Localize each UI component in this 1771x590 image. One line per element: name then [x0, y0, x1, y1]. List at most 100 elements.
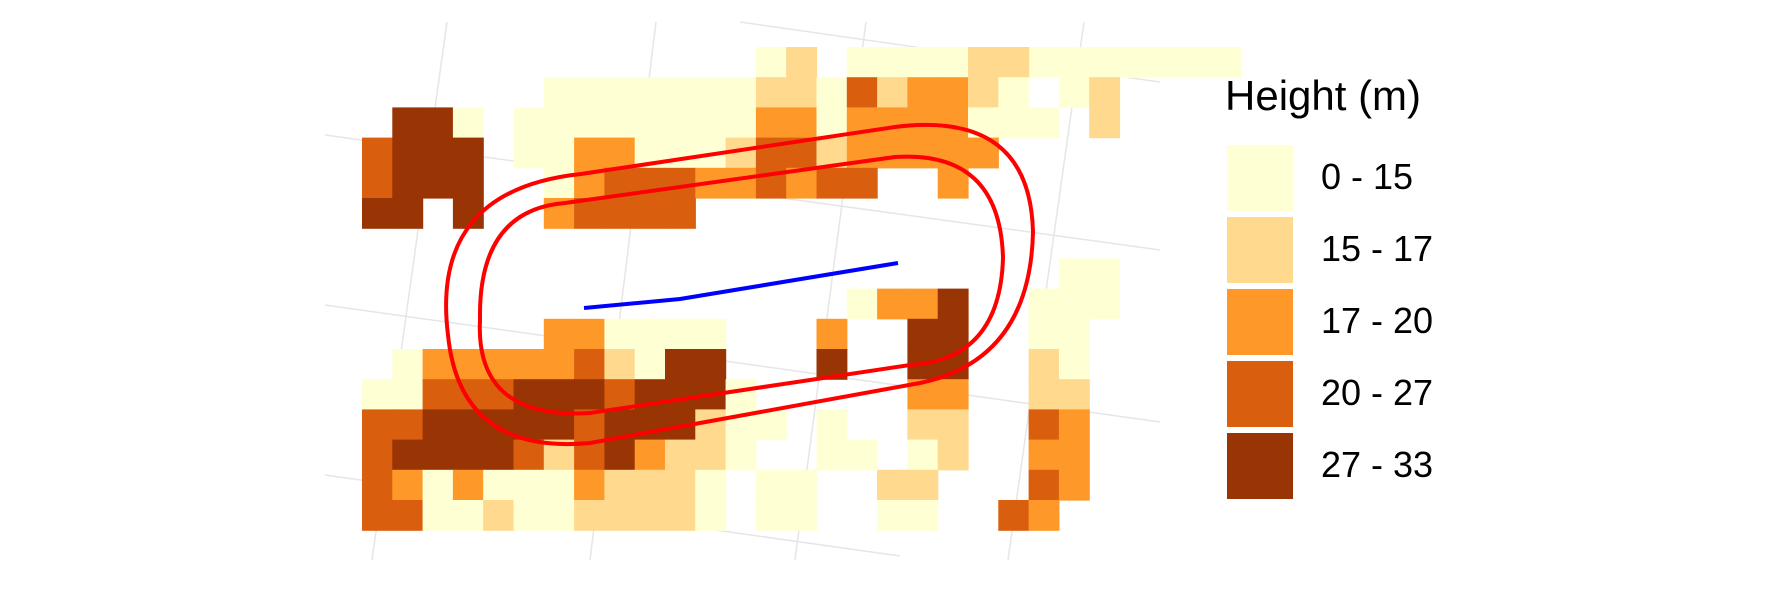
raster-cell — [786, 107, 818, 139]
raster-cell — [937, 379, 969, 410]
raster-cell — [665, 318, 696, 350]
raster-cell — [725, 439, 757, 471]
raster-cell — [755, 77, 787, 108]
raster-cell — [422, 107, 454, 139]
raster-cell — [604, 439, 636, 471]
raster-cell — [755, 469, 787, 501]
raster-cell — [786, 47, 818, 78]
raster-cell — [937, 167, 969, 199]
raster-cell — [695, 77, 727, 108]
raster-cell — [816, 167, 848, 199]
raster-cell — [483, 469, 515, 501]
raster-cell — [604, 137, 636, 169]
raster-cell — [1119, 47, 1151, 78]
raster-cell — [1058, 349, 1090, 380]
legend-label: 0 - 15 — [1321, 156, 1414, 197]
raster-cell — [937, 77, 969, 108]
raster-cell — [543, 137, 575, 169]
raster-cell — [483, 439, 515, 471]
graticule-line — [324, 304, 1161, 423]
raster-cell — [1058, 288, 1090, 320]
raster-cell — [483, 500, 515, 531]
inner-buffer-outline — [477, 154, 1006, 416]
legend-item: 27 - 33 — [1227, 433, 1527, 499]
raster-cell — [574, 318, 605, 350]
raster-cell — [755, 500, 787, 531]
raster-cell — [513, 107, 545, 139]
raster-cell — [392, 137, 424, 169]
raster-cell — [968, 47, 999, 78]
raster-cell — [846, 439, 878, 471]
raster-cell — [846, 77, 878, 108]
raster-cell — [1210, 47, 1242, 78]
raster-cell — [362, 137, 393, 169]
raster-cell — [574, 198, 605, 229]
raster-cell — [362, 469, 393, 501]
legend-swatch — [1227, 433, 1293, 499]
raster-cell — [1058, 379, 1090, 410]
raster-cell — [937, 47, 969, 78]
raster-cell — [543, 318, 575, 350]
raster-cell — [452, 469, 484, 501]
raster-cell — [1028, 500, 1060, 531]
raster-cell — [816, 439, 848, 471]
raster-cell — [1089, 288, 1121, 320]
legend: Height (m) 0 - 15 15 - 17 17 - 20 20 - 27 27… — [1225, 72, 1525, 499]
raster-cell — [604, 379, 636, 410]
raster-cell — [574, 107, 605, 139]
raster-cell — [452, 107, 484, 139]
raster-cell — [907, 409, 939, 441]
raster-cell — [665, 137, 696, 169]
raster-cell — [392, 107, 424, 139]
raster-cell — [786, 77, 818, 108]
raster-cell — [452, 379, 484, 410]
raster-cell — [725, 167, 757, 199]
raster-cell — [1058, 318, 1090, 350]
raster-cell — [604, 469, 636, 501]
raster-cell — [665, 379, 696, 410]
raster-cell — [755, 107, 787, 139]
raster-cell — [695, 318, 727, 350]
raster-cell — [755, 409, 787, 441]
legend-item: 20 - 27 — [1227, 361, 1527, 427]
raster-cell — [422, 137, 454, 169]
legend-swatch — [1227, 217, 1293, 283]
raster-cell — [574, 77, 605, 108]
raster-cell — [1058, 47, 1090, 78]
raster-cell — [422, 500, 454, 531]
raster-cell — [543, 379, 575, 410]
raster-cell — [392, 379, 424, 410]
raster-cell — [725, 379, 757, 410]
raster-cell — [483, 349, 515, 380]
raster-cell — [604, 349, 636, 380]
raster-cell — [392, 349, 424, 380]
legend-swatch — [1227, 289, 1293, 355]
raster-cell — [422, 379, 454, 410]
raster-cell — [937, 288, 969, 320]
raster-cell — [907, 137, 939, 169]
raster-cell — [665, 107, 696, 139]
raster-cell — [452, 137, 484, 169]
raster-cell — [392, 500, 424, 531]
raster-cell — [695, 500, 727, 531]
raster-cell — [665, 349, 696, 380]
map-overlays — [444, 122, 1036, 446]
raster-cell — [665, 167, 696, 199]
raster-cell — [786, 500, 818, 531]
legend-label: 20 - 27 — [1321, 372, 1434, 413]
legend-title: Height (m) — [1225, 72, 1422, 119]
raster-cell — [907, 439, 939, 471]
raster-cell — [665, 439, 696, 471]
raster-cell — [1058, 469, 1090, 501]
raster-cell — [422, 469, 454, 501]
raster-cell — [786, 469, 818, 501]
raster-cell — [846, 288, 878, 320]
raster-cell — [1058, 409, 1090, 441]
legend-label: 17 - 20 — [1321, 300, 1434, 341]
raster-cell — [634, 349, 666, 380]
raster-cell — [877, 500, 908, 531]
raster-cell — [574, 349, 605, 380]
raster-cell — [543, 469, 575, 501]
raster-cell — [634, 439, 666, 471]
